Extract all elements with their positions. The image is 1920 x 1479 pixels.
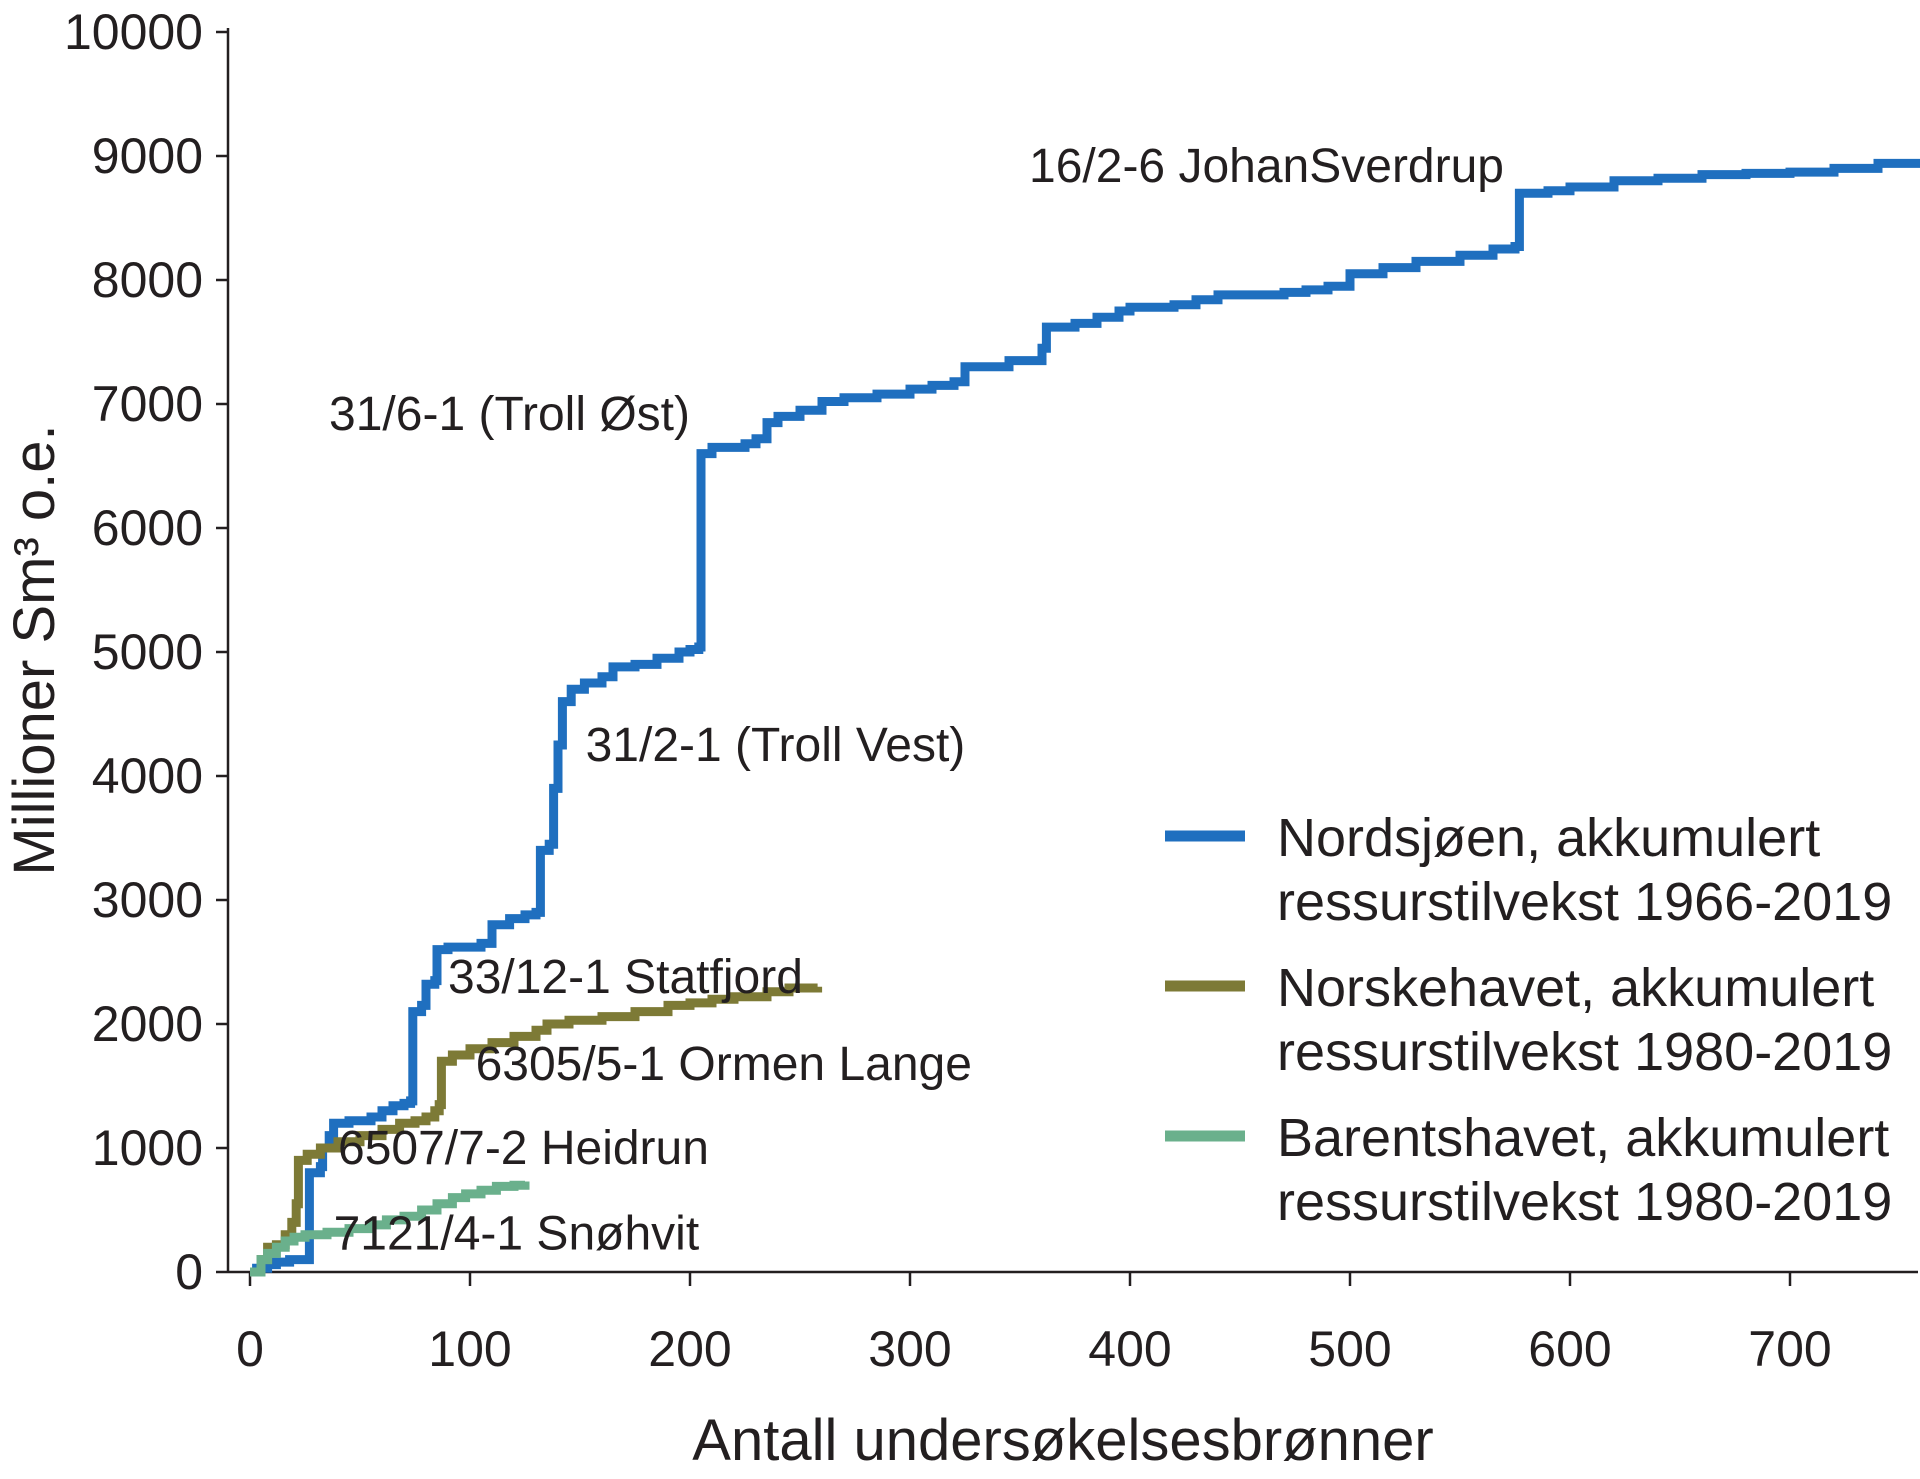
annotation-label: 33/12-1 Statfjord xyxy=(448,951,803,1004)
x-tick-label: 100 xyxy=(428,1321,511,1377)
annotation-label: 7121/4-1 Snøhvit xyxy=(334,1208,700,1261)
y-tick-label: 7000 xyxy=(92,376,203,432)
x-tick-label: 0 xyxy=(236,1321,264,1377)
x-tick-label: 200 xyxy=(648,1321,731,1377)
series-line-2 xyxy=(250,983,823,1277)
annotation-label: 6507/7-2 Heidrun xyxy=(338,1122,709,1175)
y-tick-label: 3000 xyxy=(92,872,203,928)
series-line-1 xyxy=(250,158,1920,1277)
y-tick-label: 5000 xyxy=(92,624,203,680)
x-tick-label: 600 xyxy=(1528,1321,1611,1377)
legend-label: ressurstilvekst 1980-2019 xyxy=(1277,1172,1892,1232)
x-tick-label: 700 xyxy=(1748,1321,1831,1377)
legend-label: ressurstilvekst 1980-2019 xyxy=(1277,1022,1892,1082)
x-tick-label: 500 xyxy=(1308,1321,1391,1377)
legend-label: Nordsjøen, akkumulert xyxy=(1277,808,1820,868)
legend-label: Norskehavet, akkumulert xyxy=(1277,958,1874,1018)
y-tick-label: 2000 xyxy=(92,996,203,1052)
x-axis: 0 100 200 300 400 500 600 700 xyxy=(228,1270,1918,1377)
annotation-label: 6305/5-1 Ormen Lange xyxy=(476,1038,972,1091)
y-tick-label: 9000 xyxy=(92,128,203,184)
annotation-layer: 16/2-6 JohanSverdrup 31/6-1 (Troll Øst) 31… xyxy=(329,140,1504,1261)
y-tick-label: 1000 xyxy=(92,1120,203,1176)
x-ticks: 0 100 200 300 400 500 600 700 xyxy=(236,1272,1832,1377)
y-tick-label: 6000 xyxy=(92,500,203,556)
annotation-label: 31/6-1 (Troll Øst) xyxy=(329,388,690,441)
annotation-label: 16/2-6 JohanSverdrup xyxy=(1029,140,1504,193)
x-tick-label: 400 xyxy=(1088,1321,1171,1377)
y-tick-label: 10000 xyxy=(64,4,203,60)
y-tick-label: 0 xyxy=(175,1244,203,1300)
legend-label: ressurstilvekst 1966-2019 xyxy=(1277,872,1892,932)
x-axis-title: Antall undersøkelsesbrønner xyxy=(692,1408,1433,1473)
annotation-label: 31/2-1 (Troll Vest) xyxy=(586,719,966,772)
y-ticks: 0 1000 2000 3000 4000 5000 6000 7000 8000 9000 100… xyxy=(64,4,228,1300)
series-layer xyxy=(250,158,1920,1277)
y-tick-label: 4000 xyxy=(92,748,203,804)
legend-label: Barentshavet, akkumulert xyxy=(1277,1108,1889,1168)
y-tick-label: 8000 xyxy=(92,252,203,308)
series-line-3 xyxy=(250,1180,530,1277)
y-axis: 0 1000 2000 3000 4000 5000 6000 7000 8000 9000 100… xyxy=(64,4,230,1300)
x-tick-label: 300 xyxy=(868,1321,951,1377)
y-axis-title: Millioner Sm³ o.e. xyxy=(2,424,67,875)
